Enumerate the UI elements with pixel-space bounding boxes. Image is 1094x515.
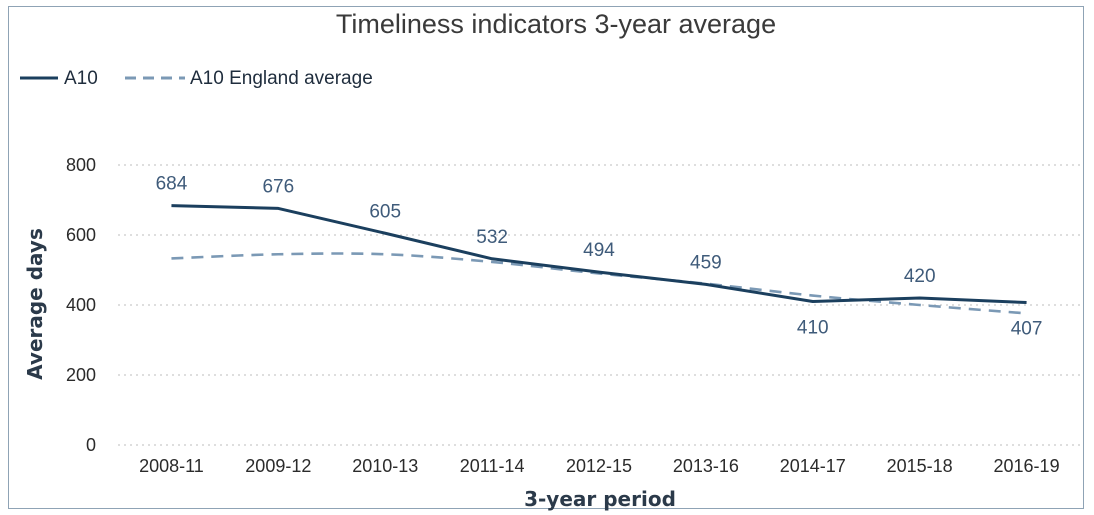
y-tick-label: 600 <box>66 225 96 245</box>
data-label-a10: 605 <box>369 201 401 222</box>
data-label-a10: 420 <box>904 266 936 287</box>
x-tick-label: 2016-19 <box>994 456 1060 476</box>
data-label-a10: 410 <box>797 318 829 339</box>
x-axis-label: 3-year period <box>524 487 676 511</box>
series-line-a10 <box>171 204 1027 305</box>
data-label-a10: 459 <box>690 252 722 273</box>
legend-label-a10: A10 <box>64 68 98 89</box>
x-tick-label: 2014-17 <box>780 456 846 476</box>
data-label-a10: 684 <box>156 174 188 195</box>
y-tick-label: 200 <box>66 365 96 385</box>
x-axis-ticks: 2008-11 2009-12 2010-13 2011-14 2012-15 2013-… <box>139 456 1060 476</box>
data-label-a10: 676 <box>262 176 294 197</box>
data-labels: 684 676 605 532 494 459 410 420 407 <box>156 174 1043 340</box>
chart-title: Timeliness indicators 3-year average <box>336 9 776 39</box>
x-tick-label: 2012-15 <box>566 456 632 476</box>
y-tick-label: 400 <box>66 295 96 315</box>
x-tick-label: 2009-12 <box>245 456 311 476</box>
series-lines <box>171 204 1027 315</box>
legend-label-england-average: A10 England average <box>190 68 373 89</box>
chart-frame <box>8 6 1084 509</box>
legend: A10 A10 England average <box>20 68 373 89</box>
x-tick-label: 2015-18 <box>887 456 953 476</box>
gridlines <box>118 164 1080 446</box>
data-label-a10: 494 <box>583 240 615 261</box>
x-tick-label: 2008-11 <box>139 456 204 476</box>
data-label-a10: 407 <box>1011 319 1043 340</box>
y-tick-label: 800 <box>66 155 96 175</box>
x-tick-label: 2010-13 <box>352 456 418 476</box>
y-tick-label: 0 <box>86 435 96 455</box>
x-tick-label: 2011-14 <box>460 456 525 476</box>
y-axis-ticks: 0 200 400 600 800 <box>66 155 96 455</box>
x-tick-label: 2013-16 <box>673 456 739 476</box>
y-axis-label: Average days <box>23 228 47 380</box>
data-label-a10: 532 <box>476 227 508 248</box>
